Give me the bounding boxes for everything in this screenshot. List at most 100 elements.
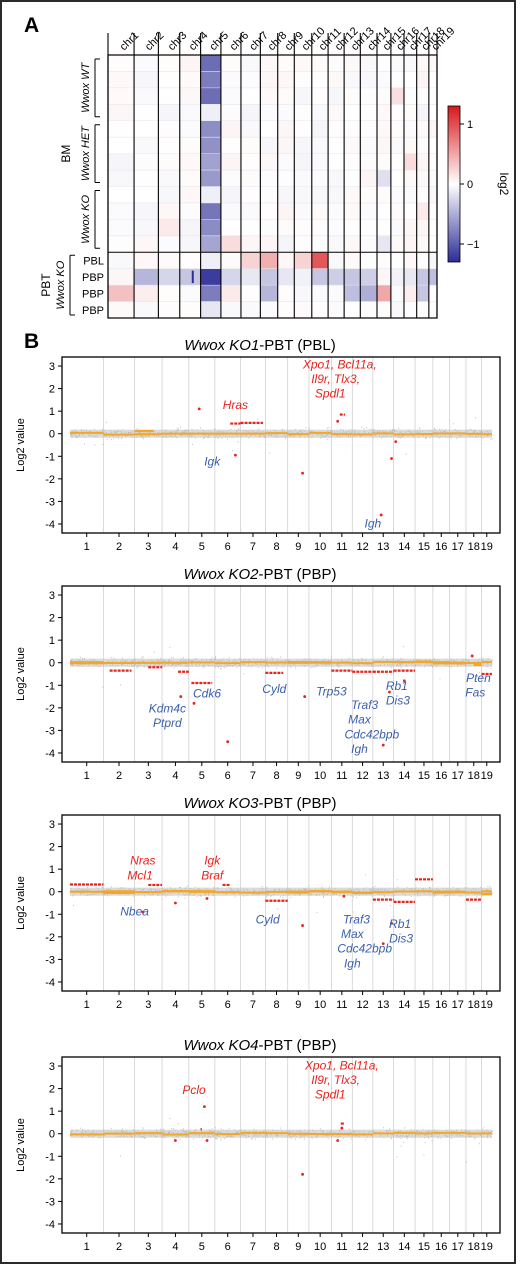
noise-point [113, 657, 115, 659]
heatmap-cell [311, 301, 329, 319]
noise-point [453, 423, 454, 425]
outlier-point [470, 654, 474, 658]
noise-point [328, 427, 330, 429]
noise-point [106, 438, 108, 441]
y-tick-label: 0 [49, 887, 55, 899]
x-tick-label: 15 [418, 1241, 430, 1253]
noise-point [169, 1118, 171, 1120]
noise-point [142, 1127, 144, 1129]
heatmap-cell [328, 268, 345, 286]
noise-point [261, 885, 263, 888]
heatmap-cell [416, 219, 430, 237]
heatmap-cell [403, 55, 417, 72]
noise-point [258, 428, 260, 430]
noise-point [211, 1128, 213, 1130]
y-tick-label: 2 [49, 384, 55, 396]
heatmap-cell [403, 285, 417, 302]
noise-point [267, 657, 268, 659]
heatmap-cell [360, 104, 378, 122]
noise-point [72, 895, 74, 897]
x-tick-label: 1 [84, 541, 90, 553]
heatmap-cell [403, 120, 417, 138]
noise-point [80, 428, 82, 431]
y-tick-label: 1 [49, 864, 55, 876]
heatmap-cell [260, 235, 279, 253]
x-tick-label: 9 [295, 770, 301, 782]
x-tick-label: 13 [377, 770, 389, 782]
noise-point [279, 895, 281, 897]
outlier-point [301, 471, 304, 475]
noise-point [211, 657, 213, 659]
noise-point [466, 1161, 468, 1163]
plot-title-rest: -PBT (PBL) [259, 337, 335, 354]
heatmap-cell [134, 219, 159, 237]
y-tick-label: -2 [45, 474, 55, 486]
heatmap-cell [240, 285, 261, 302]
heatmap-cell [260, 120, 279, 138]
heatmap-cell [344, 104, 361, 122]
outlier-point [174, 901, 177, 905]
heatmap-cell [200, 104, 222, 122]
heatmap-cell [376, 202, 392, 220]
heatmap-cell [179, 235, 201, 253]
heatmap-cell [344, 235, 361, 253]
noise-point [171, 1128, 172, 1130]
heatmap-cell [134, 137, 159, 154]
heatmap-cell [428, 55, 438, 72]
heatmap-cell [344, 170, 361, 187]
y-tick-label: -3 [45, 496, 55, 508]
x-tick-label: 16 [435, 999, 447, 1011]
heatmap-cell [260, 55, 279, 72]
y-tick-label: 1 [49, 635, 55, 647]
heatmap-cell [294, 137, 313, 154]
heatmap-cell [428, 170, 438, 187]
y-tick-label: -2 [45, 1174, 55, 1186]
heatmap-cell [277, 285, 295, 302]
x-tick-label: 4 [172, 770, 178, 782]
heatmap-cell [179, 268, 201, 286]
noise-point [285, 437, 286, 439]
heatmap-cell [328, 87, 345, 105]
panel-a-label: A [24, 14, 40, 37]
heatmap-cell [428, 235, 438, 253]
x-tick-label: 11 [336, 541, 347, 553]
gene-annotation: Fas [465, 686, 485, 700]
heatmap-cell [390, 186, 405, 204]
heatmap-cell [390, 301, 405, 319]
noise-point [372, 895, 374, 897]
heatmap-cell [200, 170, 222, 187]
heatmap-cell [108, 219, 135, 237]
noise-point [269, 895, 271, 897]
heatmap-cell [260, 71, 279, 89]
x-tick-label: 17 [452, 770, 464, 782]
heatmap-cell [220, 170, 242, 187]
noise-point [428, 887, 430, 889]
heatmap-cell [428, 153, 438, 171]
noise-point [326, 438, 328, 441]
heatmap-cell [240, 170, 261, 187]
heatmap-cell [179, 186, 201, 204]
gene-annotation: Spdl1 [315, 1088, 346, 1102]
heatmap-cell [428, 104, 438, 122]
noise-point [390, 895, 392, 897]
heatmap-cell [416, 71, 430, 89]
noise-point [338, 666, 339, 668]
noise-point [154, 651, 155, 653]
plot-title: Wwox KO4-PBT (PBP) [183, 1037, 336, 1054]
noise-point [282, 666, 284, 668]
heatmap-cell [428, 186, 438, 204]
heatmap-cell [179, 55, 201, 72]
noise-point [180, 426, 181, 428]
noise-point [365, 874, 367, 876]
noise-point [173, 667, 175, 669]
heatmap-cell [328, 285, 345, 302]
x-tick-label: 8 [273, 1241, 279, 1253]
heatmap-cell [328, 55, 345, 72]
noise-point [491, 1130, 493, 1132]
noise-point [390, 666, 392, 669]
outlier-point [379, 513, 383, 517]
x-tick-label: 13 [377, 1241, 389, 1253]
heatmap-cell [179, 301, 201, 319]
heatmap-cell [416, 301, 430, 319]
heatmap-cell [403, 235, 417, 253]
